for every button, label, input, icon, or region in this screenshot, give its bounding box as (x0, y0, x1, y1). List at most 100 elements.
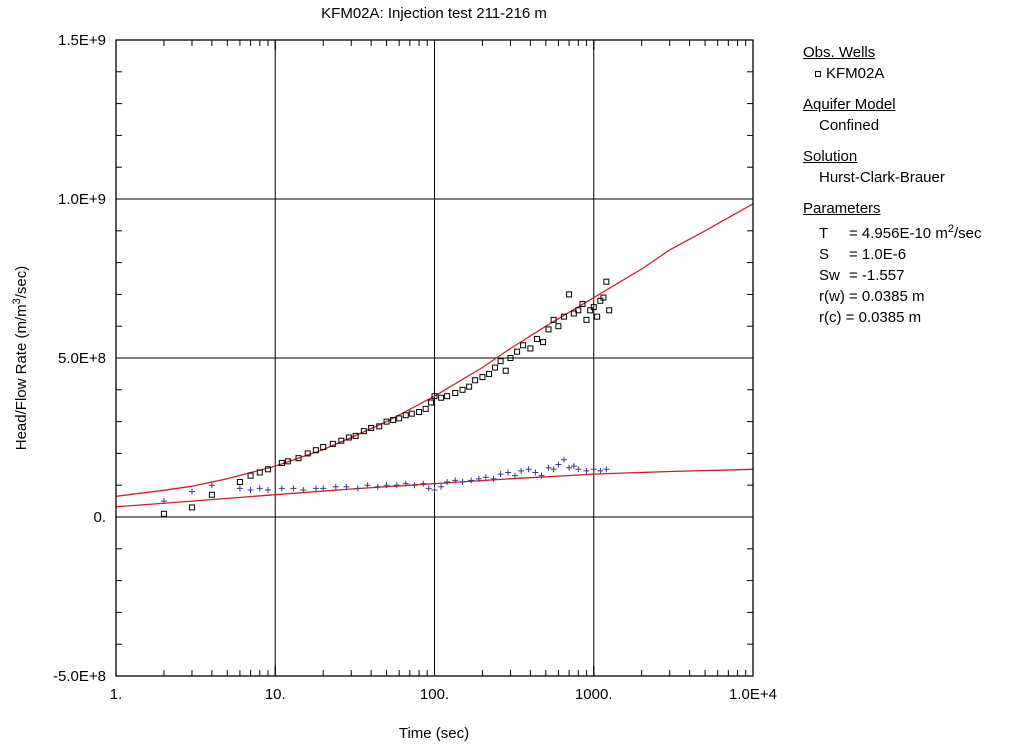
data-point-square (256, 469, 263, 476)
data-point-square (320, 444, 327, 451)
y-tick-label: -5.0E+8 (53, 668, 106, 685)
y-tick-label: 1.0E+9 (58, 191, 106, 208)
plot-frame (115, 39, 754, 677)
data-point-plus (236, 485, 243, 492)
data-point-plus (374, 483, 381, 490)
data-point-square (160, 510, 167, 517)
fit-curve (115, 468, 754, 508)
data-point-plus (560, 456, 567, 463)
data-point-plus (525, 466, 532, 473)
x-tick-label: 1000. (575, 686, 613, 703)
data-points (160, 278, 613, 517)
param-t-name: T (819, 225, 829, 242)
data-point-square (590, 304, 597, 311)
data-point-square (390, 417, 397, 424)
x-tick-labels: 1. 10. 100. 1000. 1.0E+4 (110, 686, 777, 703)
data-point-square (360, 428, 367, 435)
data-point-square (304, 450, 311, 457)
data-point-square (236, 479, 243, 486)
param-t-value: = 4.956E-10 m2/sec (849, 223, 981, 242)
solution-value: Hurst-Clark-Brauer (819, 169, 945, 186)
data-point-plus (482, 474, 489, 481)
x-tick-label: 100. (420, 686, 449, 703)
param-s-name: S (819, 246, 830, 263)
data-point-square (603, 278, 610, 285)
data-point-square (545, 326, 552, 333)
data-point-square (338, 437, 345, 444)
data-point-square (416, 409, 423, 416)
data-point-square (422, 405, 429, 412)
data-point-plus (583, 467, 590, 474)
data-point-plus (497, 471, 504, 478)
data-point-square (284, 458, 291, 465)
aquifer-model-value: Confined (819, 117, 880, 134)
data-point-square (555, 323, 562, 330)
data-point-square (597, 297, 604, 304)
param-t: T = 4.956E-10 m2/sec (803, 219, 1035, 244)
data-point-plus (490, 475, 497, 482)
param-sw-name: Sw (819, 267, 840, 284)
data-point-plus (468, 477, 475, 484)
y-tick-label: 5.0E+8 (58, 350, 106, 367)
data-point-square (376, 423, 383, 430)
chart: KFM02A: Injection test 211-216 m 1. 10. 10… (11, 5, 777, 742)
data-point-plus (364, 482, 371, 489)
data-point-plus (555, 461, 562, 468)
data-point-plus (452, 477, 459, 484)
data-point-square (352, 432, 359, 439)
data-point-plus (290, 485, 297, 492)
data-point-plus (518, 467, 525, 474)
x-tick-label: 1.0E+4 (729, 686, 777, 703)
y-axis-title-tail: /sec) (13, 266, 30, 299)
y-axis-title: Head/Flow Rate (m/m3/sec) (11, 266, 30, 451)
data-point-plus (425, 485, 432, 492)
data-point-square (295, 455, 302, 462)
data-point-square (566, 291, 573, 298)
data-point-plus (332, 483, 339, 490)
data-point-plus (431, 486, 438, 493)
y-tick-labels: -5.0E+8 0. 5.0E+8 1.0E+9 1.5E+9 (53, 32, 106, 685)
data-point-plus (411, 482, 418, 489)
data-point-plus (188, 488, 195, 495)
square-marker-icon (815, 70, 821, 77)
data-point-square (486, 370, 493, 377)
obs-wells-heading: Obs. Wells (803, 44, 876, 61)
data-point-plus (438, 483, 445, 490)
data-point-square (594, 313, 601, 320)
x-tick-label: 10. (265, 686, 286, 703)
param-sw-value: = -1.557 (849, 267, 905, 284)
param-rw: r(w) = 0.0385 m (819, 288, 925, 305)
x-axis-title: Time (sec) (399, 725, 469, 742)
data-point-square (539, 339, 546, 346)
data-point-plus (320, 485, 327, 492)
data-point-square (502, 367, 509, 374)
data-point-square (606, 307, 613, 314)
data-point-plus (247, 486, 254, 493)
data-point-plus (597, 467, 604, 474)
data-point-square (383, 418, 390, 425)
data-point-square (550, 316, 557, 323)
data-point-square (431, 393, 438, 400)
data-point-square (527, 345, 534, 352)
data-point-square (570, 310, 577, 317)
data-point-square (396, 415, 403, 422)
grid (116, 40, 753, 676)
data-point-plus (570, 463, 577, 470)
well-name: KFM02A (826, 65, 885, 82)
data-point-square (579, 300, 586, 307)
data-point-plus (420, 480, 427, 487)
data-point-square (278, 459, 285, 466)
data-point-plus (566, 464, 573, 471)
data-point-plus (256, 485, 263, 492)
param-sw: Sw = -1.557 (803, 265, 1035, 286)
param-t-value-sup: 2 (947, 223, 954, 235)
data-point-plus (550, 466, 557, 473)
param-rc: r(c) = 0.0385 m (819, 309, 922, 326)
data-point-square (466, 383, 473, 390)
data-point-square (444, 393, 451, 400)
data-point-square (438, 394, 445, 401)
data-point-plus (208, 482, 215, 489)
legend-panel: Obs. Wells KFM02A Aquifer Model Confined… (803, 42, 1035, 328)
data-point-plus (459, 479, 466, 486)
data-point-plus (354, 485, 361, 492)
